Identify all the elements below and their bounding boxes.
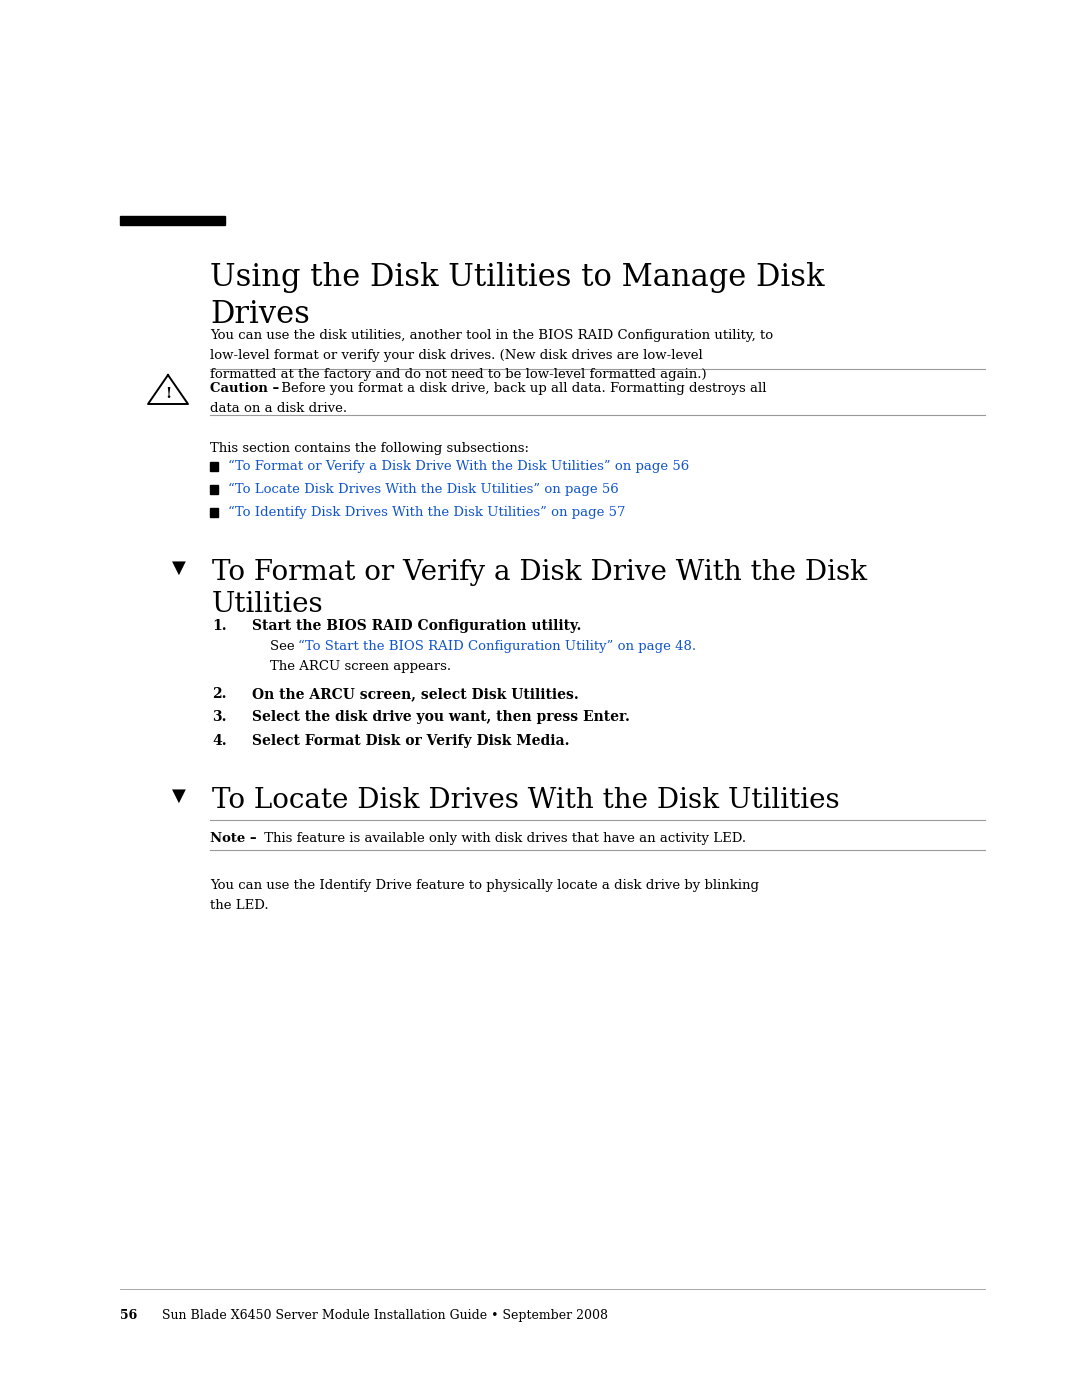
Text: “To Format or Verify a Disk Drive With the Disk Utilities” on page 56: “To Format or Verify a Disk Drive With t… — [228, 460, 689, 474]
Bar — [210, 509, 218, 517]
Text: “To Start the BIOS RAID Configuration Utility” on page 48.: “To Start the BIOS RAID Configuration Ut… — [298, 640, 697, 654]
Text: The ARCU screen appears.: The ARCU screen appears. — [270, 659, 451, 673]
Text: Using the Disk Utilities to Manage Disk
Drives: Using the Disk Utilities to Manage Disk … — [210, 263, 824, 330]
Text: 2.: 2. — [212, 687, 227, 701]
Text: ▼: ▼ — [172, 559, 186, 577]
Text: Select Format Disk or Verify Disk Media.: Select Format Disk or Verify Disk Media. — [252, 733, 569, 747]
Bar — [210, 485, 218, 493]
Text: This feature is available only with disk drives that have an activity LED.: This feature is available only with disk… — [260, 833, 746, 845]
Text: low-level format or verify your disk drives. (New disk drives are low-level: low-level format or verify your disk dri… — [210, 348, 703, 362]
Text: You can use the disk utilities, another tool in the BIOS RAID Configuration util: You can use the disk utilities, another … — [210, 330, 773, 342]
Bar — [210, 462, 218, 471]
Text: 3.: 3. — [212, 710, 227, 724]
Text: 1.: 1. — [212, 619, 227, 633]
Text: See: See — [270, 640, 299, 652]
Text: 4.: 4. — [212, 733, 227, 747]
Text: On the ARCU screen, select Disk Utilities.: On the ARCU screen, select Disk Utilitie… — [252, 687, 579, 701]
Text: 56: 56 — [120, 1309, 137, 1322]
Text: formatted at the factory and do not need to be low-level formatted again.): formatted at the factory and do not need… — [210, 367, 706, 381]
Text: the LED.: the LED. — [210, 898, 269, 911]
Text: ▼: ▼ — [172, 787, 186, 805]
Text: Sun Blade X6450 Server Module Installation Guide • September 2008: Sun Blade X6450 Server Module Installati… — [162, 1309, 608, 1322]
Text: !: ! — [165, 387, 171, 401]
Text: This section contains the following subsections:: This section contains the following subs… — [210, 441, 529, 455]
Text: To Format or Verify a Disk Drive With the Disk
Utilities: To Format or Verify a Disk Drive With th… — [212, 559, 867, 619]
Text: “To Locate Disk Drives With the Disk Utilities” on page 56: “To Locate Disk Drives With the Disk Uti… — [228, 483, 619, 496]
Text: data on a disk drive.: data on a disk drive. — [210, 401, 347, 415]
Text: You can use the Identify Drive feature to physically locate a disk drive by blin: You can use the Identify Drive feature t… — [210, 879, 759, 893]
Text: Start the BIOS RAID Configuration utility.: Start the BIOS RAID Configuration utilit… — [252, 619, 581, 633]
Text: “To Identify Disk Drives With the Disk Utilities” on page 57: “To Identify Disk Drives With the Disk U… — [228, 506, 625, 520]
Text: Select the disk drive you want, then press Enter.: Select the disk drive you want, then pre… — [252, 710, 630, 724]
Bar — [120, 217, 225, 225]
Text: Before you format a disk drive, back up all data. Formatting destroys all: Before you format a disk drive, back up … — [276, 381, 767, 395]
Text: Note –: Note – — [210, 833, 257, 845]
Text: Caution –: Caution – — [210, 381, 280, 395]
Text: To Locate Disk Drives With the Disk Utilities: To Locate Disk Drives With the Disk Util… — [212, 787, 839, 814]
